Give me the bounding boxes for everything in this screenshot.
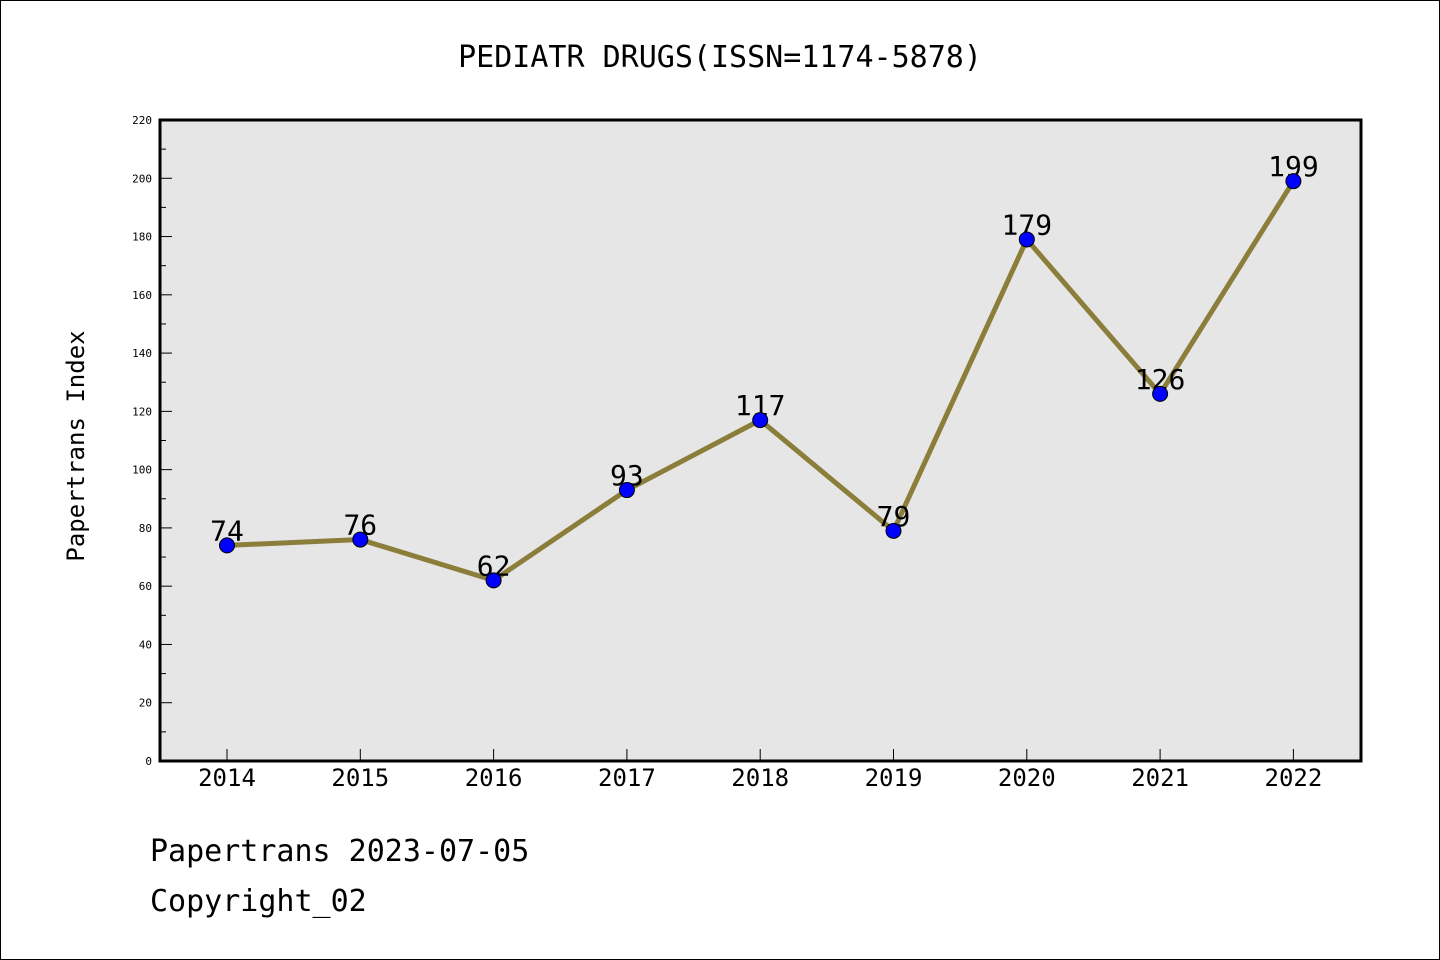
data-point bbox=[485, 572, 502, 589]
x-tick-label: 2016 bbox=[465, 764, 523, 792]
plot-area bbox=[158, 118, 1363, 763]
y-tick-label: 40 bbox=[139, 638, 152, 651]
data-point bbox=[352, 531, 369, 548]
y-axis-ticks: 0 20 40 60 80 100 120 140 160 180 200 220 bbox=[132, 114, 172, 768]
chart-title: PEDIATR DRUGS(ISSN=1174-5878) bbox=[458, 40, 982, 75]
x-axis-ticks: 2014 2015 2016 2017 2018 2019 2020 2021 2022 bbox=[198, 749, 1322, 792]
x-tick-label: 2014 bbox=[198, 764, 256, 792]
y-tick-label: 100 bbox=[132, 464, 152, 477]
y-tick-label: 160 bbox=[132, 289, 152, 302]
x-tick-label: 2022 bbox=[1265, 764, 1323, 792]
data-point bbox=[752, 412, 769, 429]
y-tick-label: 220 bbox=[132, 114, 152, 127]
footer-copyright: Copyright_02 bbox=[150, 884, 367, 919]
y-tick-label: 200 bbox=[132, 172, 152, 185]
data-point bbox=[618, 482, 635, 499]
data-point bbox=[1018, 231, 1035, 248]
x-tick-label: 2021 bbox=[1131, 764, 1189, 792]
data-point bbox=[1285, 173, 1302, 190]
y-tick-label: 0 bbox=[145, 755, 152, 768]
data-point bbox=[1152, 385, 1169, 402]
y-tick-label: 80 bbox=[139, 522, 152, 535]
y-tick-label: 60 bbox=[139, 580, 152, 593]
footer-date: Papertrans 2023-07-05 bbox=[150, 834, 530, 869]
y-tick-label: 180 bbox=[132, 231, 152, 244]
y-tick-label: 20 bbox=[139, 697, 152, 710]
x-tick-label: 2020 bbox=[998, 764, 1056, 792]
y-tick-label: 120 bbox=[132, 405, 152, 418]
y-axis-label: Papertrans Index bbox=[62, 330, 90, 561]
data-point bbox=[219, 537, 235, 554]
x-tick-label: 2017 bbox=[598, 764, 656, 792]
y-tick-label: 140 bbox=[132, 347, 152, 360]
x-tick-label: 2018 bbox=[731, 764, 789, 792]
data-point bbox=[885, 522, 902, 539]
x-tick-label: 2019 bbox=[865, 764, 923, 792]
data-markers bbox=[219, 173, 1302, 589]
x-tick-label: 2015 bbox=[331, 764, 389, 792]
